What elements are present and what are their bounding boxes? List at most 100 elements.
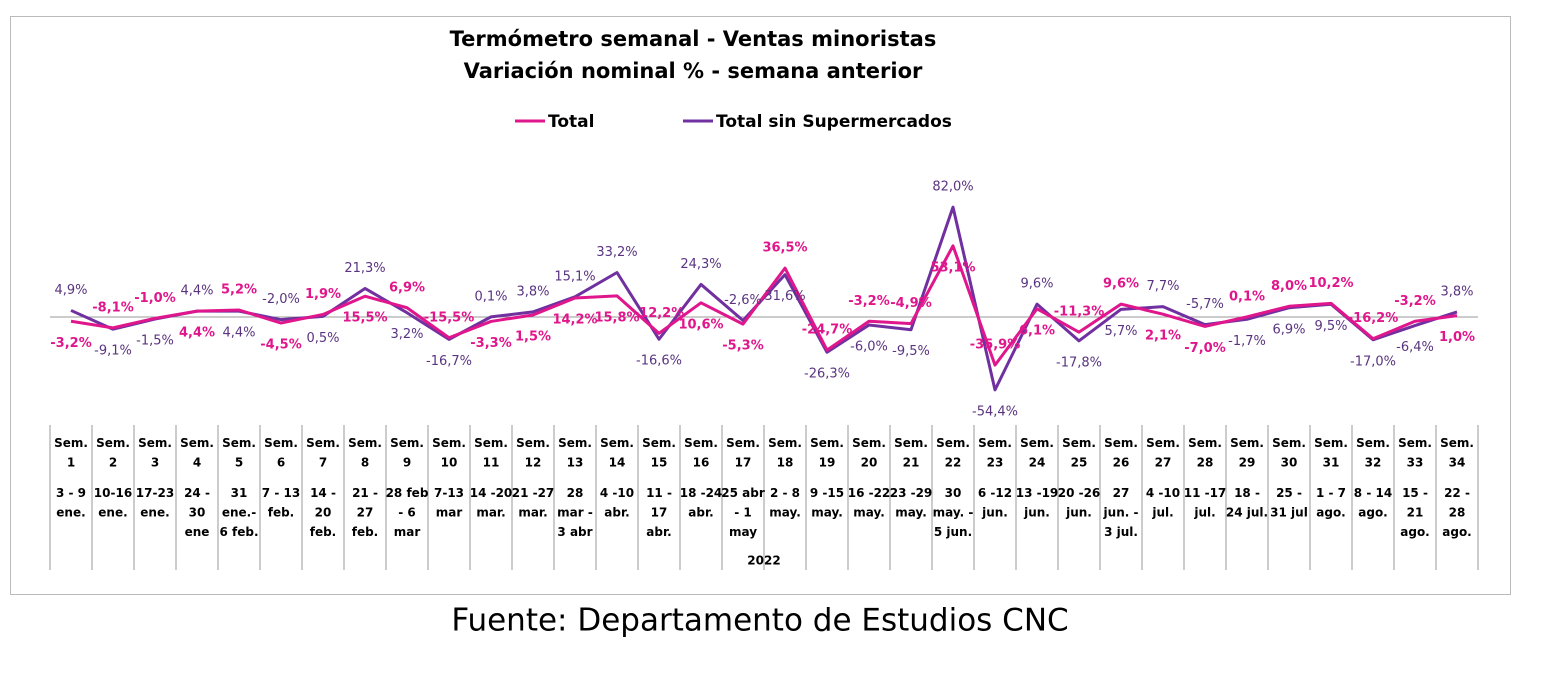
period-label: 24 -30 ene: [184, 486, 210, 539]
x-tick-label: Sem. 19: [810, 436, 844, 470]
data-label: 10,6%: [678, 317, 723, 332]
data-label: -3,2%: [848, 294, 889, 309]
data-label: 3,2%: [390, 327, 423, 342]
data-label: -4,9%: [890, 296, 931, 311]
period-label: 2 - 8 may.: [769, 486, 801, 520]
period-label: 21 -27 feb.: [352, 486, 379, 539]
period-label: 14 -20 feb.: [310, 486, 337, 539]
period-label: 23 -29 may.: [890, 486, 933, 520]
period-label: 18 -24 jul.: [1226, 486, 1268, 520]
data-label: -16,7%: [426, 354, 472, 369]
source: Fuente: Departamento de Estudios CNC: [451, 603, 1068, 639]
x-tick-label: Sem. 31: [1314, 436, 1348, 470]
x-tick-label: Sem. 27: [1146, 436, 1180, 470]
data-label: 6,1%: [1019, 323, 1055, 338]
data-label: -16,6%: [636, 354, 682, 369]
period-label: 28 feb - 6 mar: [386, 486, 429, 539]
period-label: 11 -17 jul.: [1184, 486, 1227, 520]
period-label: 13 -19 jun.: [1016, 486, 1059, 520]
data-label: 31,6%: [764, 289, 805, 304]
data-label: -16,2%: [1348, 311, 1399, 326]
x-tick-label: Sem. 5: [222, 436, 256, 470]
data-label: 0,5%: [306, 331, 339, 346]
period-label: 8 - 14 ago.: [1354, 486, 1392, 520]
x-tick-label: Sem. 23: [978, 436, 1012, 470]
x-tick-label: Sem. 7: [306, 436, 340, 470]
data-label: -12,2%: [634, 306, 685, 321]
x-tick-label: Sem. 3: [138, 436, 172, 470]
period-label: 25 abr - 1 may: [721, 486, 765, 539]
x-tick-label: Sem. 14: [600, 436, 634, 470]
x-tick-label: Sem. 1: [54, 436, 88, 470]
period-label: 4 -10 abr.: [600, 486, 634, 520]
data-label: 36,5%: [762, 241, 807, 256]
data-label: -5,3%: [722, 339, 763, 354]
period-label: 21 -27 mar.: [512, 486, 555, 520]
data-label: -17,8%: [1056, 355, 1102, 370]
data-label: 21,3%: [344, 261, 385, 276]
data-label: 4,4%: [179, 326, 215, 341]
data-label: 4,9%: [54, 283, 87, 298]
period-label: 14 -20 mar.: [470, 486, 513, 520]
x-tick-label: Sem. 29: [1230, 436, 1264, 470]
data-label: 1,0%: [1439, 330, 1475, 345]
data-label: -24,7%: [802, 323, 853, 338]
data-label: 9,5%: [1314, 319, 1347, 334]
chart-title: Termómetro semanal - Ventas minoristas: [450, 27, 937, 51]
period-label: 22 -28 ago.: [1442, 486, 1472, 539]
data-label: 5,2%: [221, 283, 257, 298]
data-label: 0,1%: [1229, 289, 1265, 304]
data-label: -1,7%: [1228, 334, 1266, 349]
x-tick-label: Sem. 24: [1020, 436, 1054, 470]
period-label: 28 mar -3 abr: [557, 486, 593, 539]
data-label: -35,9%: [970, 338, 1021, 353]
data-label: 9,6%: [1103, 277, 1139, 292]
period-label: 1 - 7 ago.: [1316, 486, 1346, 520]
period-label: 9 -15 may.: [810, 486, 844, 520]
x-tick-label: Sem. 25: [1062, 436, 1096, 470]
data-label: 4,4%: [180, 284, 213, 299]
data-label: 15,5%: [342, 311, 387, 326]
data-label: -15,5%: [424, 310, 475, 325]
data-label: 14,2%: [552, 312, 597, 327]
data-label: -8,1%: [92, 300, 133, 315]
x-tick-label: Sem. 4: [180, 436, 214, 470]
period-label: 10-16 ene.: [94, 486, 132, 520]
x-tick-label: Sem. 6: [264, 436, 298, 470]
data-label: 82,0%: [932, 180, 973, 195]
x-tick-label: Sem. 2: [96, 436, 130, 470]
data-label: -1,0%: [134, 291, 175, 306]
data-label: 3,8%: [1440, 284, 1473, 299]
data-label: -11,3%: [1054, 305, 1105, 320]
data-label: -9,5%: [892, 344, 930, 359]
period-label: 15 -21 ago.: [1400, 486, 1430, 539]
data-label: 6,9%: [1272, 322, 1305, 337]
data-label: -3,2%: [1394, 294, 1435, 309]
legend-label: Total: [548, 112, 594, 132]
data-label: -9,1%: [94, 344, 132, 359]
data-label: -54,4%: [972, 404, 1018, 419]
data-label: 4,4%: [222, 326, 255, 341]
period-label: 7-13 mar: [434, 486, 464, 520]
period-label: 25 -31 jul: [1270, 486, 1308, 520]
data-label: 2,1%: [1145, 329, 1181, 344]
data-label: -6,0%: [850, 340, 888, 355]
data-label: -26,3%: [804, 367, 850, 382]
data-label: 8,0%: [1271, 279, 1307, 294]
period-label: 11 -17 abr.: [646, 486, 672, 539]
x-tick-label: Sem. 21: [894, 436, 928, 470]
data-label: -3,2%: [50, 336, 91, 351]
data-label: 10,2%: [1308, 276, 1353, 291]
x-tick-label: Sem. 15: [642, 436, 676, 470]
data-label: -4,5%: [260, 338, 301, 353]
period-label: 18 -24 abr.: [680, 486, 723, 520]
x-tick-label: Sem. 33: [1398, 436, 1432, 470]
x-tick-label: Sem. 13: [558, 436, 592, 470]
period-label: 31 ene.-6 feb.: [219, 486, 258, 539]
data-label: -2,0%: [262, 292, 300, 307]
data-label: -17,0%: [1350, 354, 1396, 369]
x-tick-label: Sem. 8: [348, 436, 382, 470]
data-label: -1,5%: [136, 334, 174, 349]
x-tick-label: Sem. 9: [390, 436, 424, 470]
period-label: 16 -22 may.: [848, 486, 891, 520]
